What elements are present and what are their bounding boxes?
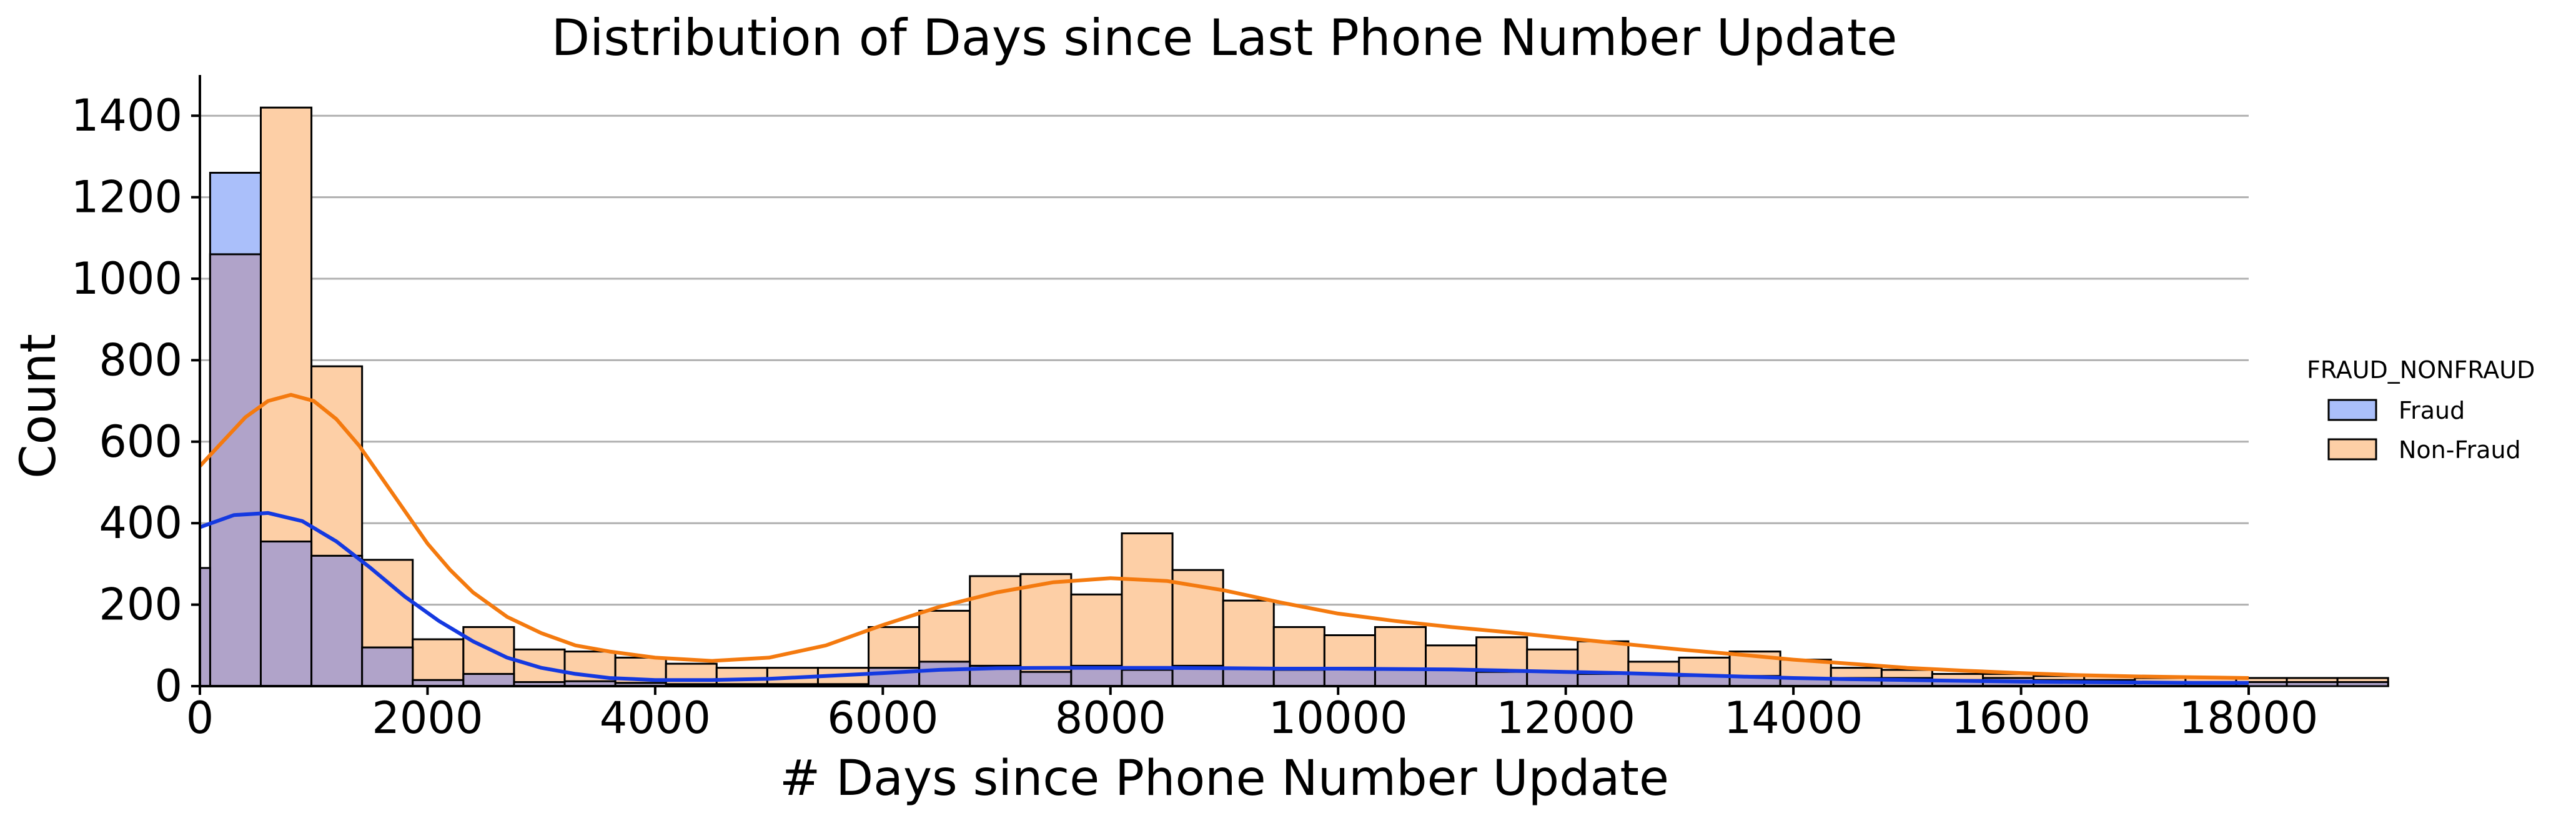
bar-fraud-42: [2336, 681, 2389, 687]
x-tick-label-2000: 2000: [372, 692, 483, 744]
bar-fraud-18: [1121, 669, 1174, 687]
legend-title: FRAUD_NONFRAUD: [2307, 356, 2535, 384]
kde-line-fraud: [199, 511, 2249, 685]
x-tick-label-0: 0: [186, 692, 214, 744]
fraud-bars: [199, 171, 2389, 687]
bar-fraud-1: [259, 541, 313, 687]
x-tick-label-8000: 8000: [1055, 692, 1166, 744]
y-tick-label-800: 800: [99, 334, 182, 386]
bar-fraud-24: [1425, 669, 1478, 687]
x-tick-label-12000: 12000: [1496, 692, 1635, 744]
bar-non-fraud-9: [665, 662, 718, 687]
bar-fraud-14: [918, 661, 971, 687]
non-fraud-bars: [209, 106, 2389, 687]
bar-fraud-3: [361, 646, 414, 687]
x-tick-label-6000: 6000: [827, 692, 938, 744]
bar-fraud-2: [310, 554, 364, 687]
bar-non-fraud-4: [412, 638, 465, 687]
bar-fraud-25: [1475, 671, 1528, 687]
x-tick-label-10000: 10000: [1269, 692, 1408, 744]
x-tick-label-16000: 16000: [1951, 692, 2091, 744]
y-tick-label-0: 0: [154, 661, 182, 712]
y-axis-label: Count: [11, 334, 67, 479]
x-tick-label-4000: 4000: [600, 692, 711, 744]
kde-line-non-fraud: [198, 392, 2249, 680]
kde-curves: [198, 392, 2249, 685]
y-tick-label-1400: 1400: [71, 90, 182, 141]
legend: FRAUD_NONFRAUD Fraud Non-Fraud: [2307, 356, 2535, 464]
x-tick-label-18000: 18000: [2179, 692, 2319, 744]
chart-title: Distribution of Days since Last Phone Nu…: [552, 9, 1898, 67]
y-tick-label-200: 200: [99, 579, 182, 631]
x-tick-label-14000: 14000: [1724, 692, 1863, 744]
bar-overlap-0: [209, 253, 262, 687]
y-tick-label-400: 400: [99, 497, 182, 549]
y-tick-label-600: 600: [99, 416, 182, 467]
x-axis-label: # Days since Phone Number Update: [780, 751, 1669, 807]
y-axis-ticks: 0 200 400 600 800 1000 1200 1400: [71, 90, 200, 712]
bar-fraud-16: [1019, 671, 1073, 687]
legend-label-fraud: Fraud: [2399, 397, 2465, 424]
legend-label-non-fraud: Non-Fraud: [2399, 436, 2521, 464]
bar-fraud-27: [1577, 672, 1630, 687]
bar-fraud-41: [2286, 681, 2339, 687]
x-axis-ticks: 0 2000 4000 6000 8000 10000 12000 14000 16000 180…: [186, 686, 2319, 744]
bar-non-fraud-18: [1121, 532, 1174, 687]
bar-fraud-5: [462, 672, 515, 687]
y-tick-label-1000: 1000: [71, 253, 182, 304]
bar-fraud-21: [1272, 669, 1325, 687]
axes: [199, 75, 2249, 687]
legend-swatch-fraud: [2327, 399, 2377, 421]
bar-fraud-20: [1222, 668, 1275, 687]
legend-swatch-non-fraud: [2327, 438, 2377, 461]
bar-fraud-23: [1374, 669, 1427, 687]
y-tick-label-1200: 1200: [71, 172, 182, 223]
grid-lines: [200, 114, 2249, 606]
bar-fraud-leading: [199, 567, 211, 687]
bar-fraud-26: [1526, 671, 1579, 687]
